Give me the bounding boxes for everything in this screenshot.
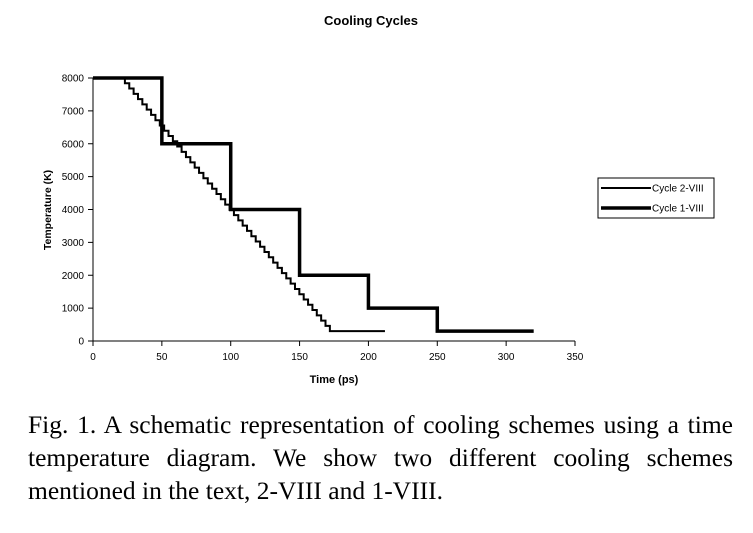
x-tick-label: 200: [360, 352, 377, 363]
series-line-2: [93, 76, 534, 333]
x-tick-label: 350: [567, 352, 584, 363]
figure-caption: Fig. 1. A schematic representation of co…: [28, 410, 733, 505]
y-axis-label: Temperature (K): [42, 170, 54, 250]
y-tick-label: 6000: [62, 139, 85, 150]
legend-label: Cycle 2-VIII: [652, 184, 704, 195]
y-tick-label: 1000: [62, 304, 85, 315]
x-tick-label: 150: [291, 352, 308, 363]
chart: Cooling Cycles Temperature (K) Time (ps)…: [42, 13, 715, 386]
x-tick-label: 50: [156, 352, 168, 363]
y-tick-label: 0: [78, 337, 84, 348]
chart-title: Cooling Cycles: [324, 13, 418, 28]
y-tick-label: 3000: [62, 238, 85, 249]
chart-svg: Cooling Cycles Temperature (K) Time (ps)…: [42, 13, 715, 386]
x-tick-label: 0: [90, 352, 96, 363]
series-line-1: [93, 77, 385, 333]
legend-label: Cycle 1-VIII: [652, 204, 704, 215]
y-tick-label: 5000: [62, 172, 85, 183]
y-tick-label: 8000: [62, 74, 85, 85]
axes: 0 1000 2000 3000 4000 5000 6000 7000 8000 0 50 100 1…: [62, 74, 584, 364]
series-layer: [93, 76, 534, 333]
x-tick-label: 300: [498, 352, 515, 363]
x-axis-label: Time (ps): [310, 374, 359, 386]
y-tick-label: 4000: [62, 205, 85, 216]
legend-box: [597, 177, 715, 219]
x-tick-label: 250: [429, 352, 446, 363]
y-tick-label: 2000: [62, 271, 85, 282]
legend: Cycle 2-VIII Cycle 1-VIII: [597, 177, 715, 219]
x-tick-label: 100: [222, 352, 239, 363]
y-tick-label: 7000: [62, 106, 85, 117]
